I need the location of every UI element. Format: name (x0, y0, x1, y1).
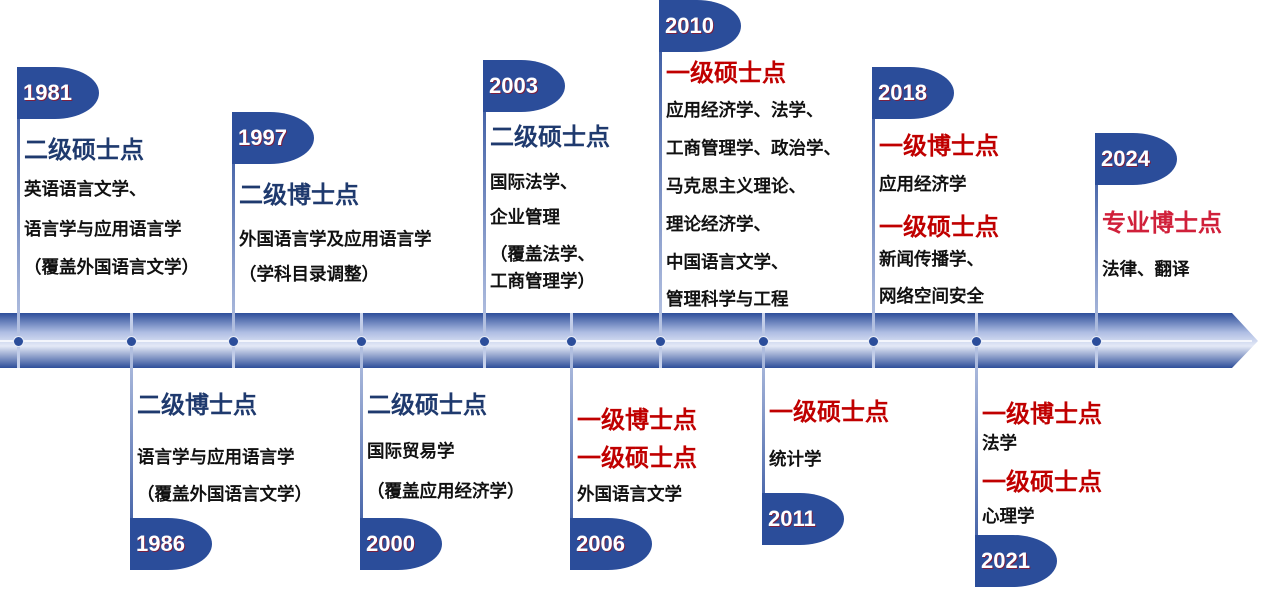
flag-pole (1095, 133, 1098, 368)
milestone-heading: 二级硕士点 (24, 136, 144, 164)
discipline-line: 新闻传播学、 (879, 250, 984, 270)
timeline-dot (356, 336, 367, 347)
year-flag-2021: 2021 (975, 535, 1057, 587)
year-flag-2018: 2018 (872, 67, 954, 119)
discipline-line: 心理学 (982, 507, 1035, 527)
milestone-heading: 一级硕士点 (577, 444, 697, 472)
discipline-line: 工商管理学、政治学、 (666, 139, 841, 159)
timeline-axis (0, 313, 1258, 368)
flag-pole (570, 313, 573, 570)
discipline-line: 外国语言学及应用语言学 (239, 230, 432, 250)
discipline-line: 网络空间安全 (879, 287, 984, 307)
flag-pole (17, 67, 20, 368)
year-flag-2006: 2006 (570, 518, 652, 570)
discipline-line: 法律、翻译 (1102, 260, 1190, 280)
milestone-heading: 二级博士点 (137, 391, 257, 419)
year-flag-2010: 2010 (659, 0, 741, 52)
discipline-line: （覆盖应用经济学） (367, 482, 525, 502)
discipline-line: 法学 (982, 434, 1017, 454)
flag-pole (975, 313, 978, 587)
timeline-dot (758, 336, 769, 347)
discipline-line: 工商管理学） (490, 272, 595, 292)
discipline-line: 统计学 (769, 450, 822, 470)
milestone-heading: 一级博士点 (879, 132, 999, 160)
year-flag-2000: 2000 (360, 518, 442, 570)
flag-pole (659, 0, 662, 368)
milestone-heading: 一级博士点 (982, 400, 1102, 428)
timeline-dot (655, 336, 666, 347)
timeline-dot (228, 336, 239, 347)
discipline-line: 应用经济学、法学、 (666, 101, 824, 121)
discipline-line: 国际法学、 (490, 173, 578, 193)
discipline-line: （覆盖外国语言文学） (24, 258, 199, 278)
discipline-line: 中国语言文学、 (666, 253, 789, 273)
year-flag-2003: 2003 (483, 60, 565, 112)
discipline-line: 外国语言文学 (577, 485, 682, 505)
discipline-line: 管理科学与工程 (666, 290, 789, 310)
flag-pole (762, 313, 765, 545)
flag-pole (483, 60, 486, 368)
milestone-heading: 专业博士点 (1102, 209, 1222, 237)
discipline-line: 应用经济学 (879, 175, 967, 195)
milestone-heading: 一级博士点 (577, 406, 697, 434)
timeline-dot (971, 336, 982, 347)
discipline-line: 语言学与应用语言学 (137, 448, 295, 468)
milestone-heading: 二级硕士点 (367, 391, 487, 419)
milestone-heading: 一级硕士点 (666, 59, 786, 87)
year-flag-1986: 1986 (130, 518, 212, 570)
discipline-line: 马克思主义理论、 (666, 177, 806, 197)
year-flag-2011: 2011 (762, 493, 844, 545)
timeline-dot (868, 336, 879, 347)
discipline-line: 国际贸易学 (367, 442, 455, 462)
discipline-line: 理论经济学、 (666, 215, 771, 235)
timeline-dot (13, 336, 24, 347)
discipline-line: （学科目录调整） (239, 265, 379, 285)
flag-pole (872, 67, 875, 368)
flag-pole (130, 313, 133, 570)
year-flag-1997: 1997 (232, 112, 314, 164)
discipline-line: 英语语言文学、 (24, 180, 147, 200)
milestone-heading: 一级硕士点 (879, 213, 999, 241)
year-flag-2024: 2024 (1095, 133, 1177, 185)
timeline-dot (1091, 336, 1102, 347)
discipline-line: （覆盖外国语言文学） (137, 485, 312, 505)
discipline-line: 企业管理 (490, 208, 560, 228)
timeline-dot (566, 336, 577, 347)
milestone-heading: 一级硕士点 (769, 398, 889, 426)
milestone-heading: 一级硕士点 (982, 468, 1102, 496)
milestone-heading: 二级硕士点 (490, 123, 610, 151)
year-flag-1981: 1981 (17, 67, 99, 119)
milestone-heading: 二级博士点 (239, 181, 359, 209)
discipline-line: （覆盖法学、 (490, 245, 595, 265)
timeline-dot (126, 336, 137, 347)
discipline-line: 语言学与应用语言学 (24, 220, 182, 240)
flag-pole (360, 313, 363, 570)
flag-pole (232, 112, 235, 368)
timeline-dot (479, 336, 490, 347)
